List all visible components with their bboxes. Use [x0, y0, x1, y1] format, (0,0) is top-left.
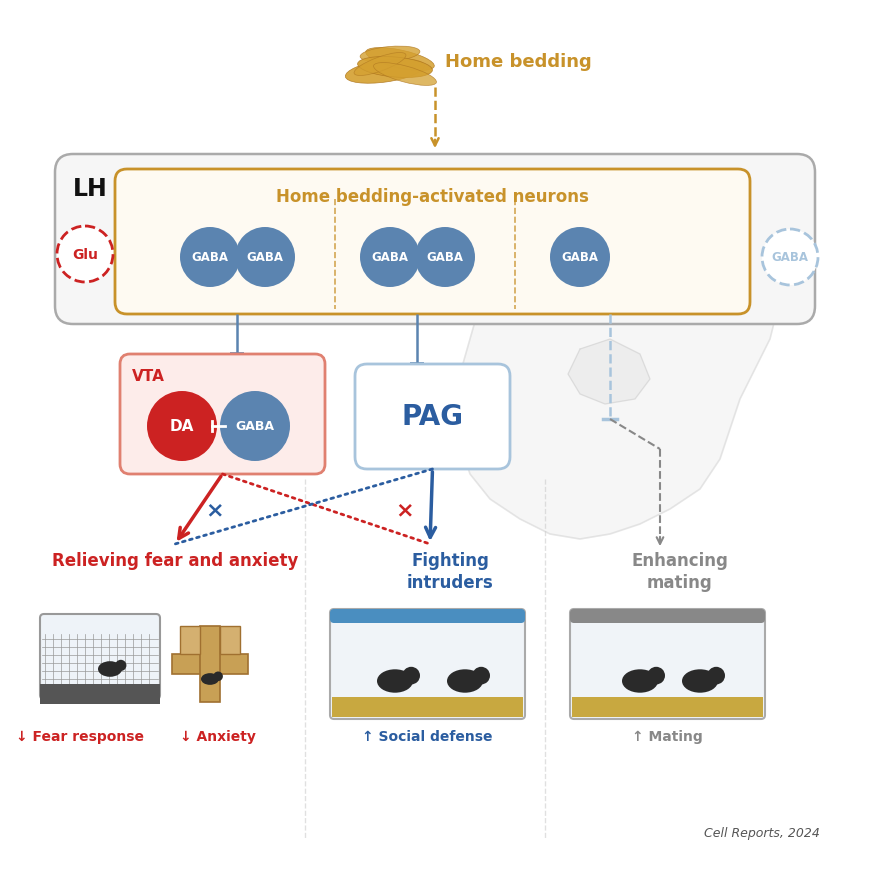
- Text: GABA: GABA: [371, 251, 408, 264]
- Circle shape: [761, 229, 817, 286]
- Text: Home bedding-activated neurons: Home bedding-activated neurons: [275, 188, 588, 206]
- FancyBboxPatch shape: [115, 169, 749, 315]
- Text: ↑ Social defense: ↑ Social defense: [362, 729, 492, 743]
- FancyBboxPatch shape: [569, 609, 764, 623]
- Circle shape: [402, 667, 420, 685]
- Text: ↑ Mating: ↑ Mating: [631, 729, 701, 743]
- Bar: [220, 627, 240, 654]
- Text: DA: DA: [169, 419, 194, 434]
- Bar: [180, 627, 200, 654]
- Circle shape: [235, 228, 295, 288]
- Circle shape: [360, 228, 420, 288]
- Text: ×: ×: [395, 500, 414, 520]
- Text: GABA: GABA: [426, 251, 463, 264]
- Bar: [332, 697, 522, 717]
- Polygon shape: [454, 182, 779, 540]
- Ellipse shape: [376, 669, 413, 693]
- FancyBboxPatch shape: [329, 609, 524, 720]
- Text: Relieving fear and anxiety: Relieving fear and anxiety: [52, 551, 298, 569]
- FancyBboxPatch shape: [569, 609, 764, 720]
- Circle shape: [647, 667, 664, 685]
- Text: VTA: VTA: [132, 368, 165, 383]
- Ellipse shape: [681, 669, 717, 693]
- Ellipse shape: [357, 57, 432, 78]
- Circle shape: [213, 672, 222, 681]
- Circle shape: [415, 228, 474, 288]
- Text: ↓ Anxiety: ↓ Anxiety: [180, 729, 255, 743]
- Text: PAG: PAG: [401, 403, 463, 431]
- Text: Fighting
intruders: Fighting intruders: [406, 551, 493, 592]
- FancyBboxPatch shape: [329, 609, 524, 623]
- Bar: [571, 697, 762, 717]
- Text: Glu: Glu: [72, 248, 98, 262]
- Ellipse shape: [360, 47, 420, 63]
- FancyBboxPatch shape: [120, 355, 325, 474]
- Circle shape: [57, 227, 113, 282]
- Bar: [200, 627, 220, 702]
- Circle shape: [180, 228, 240, 288]
- Text: Cell Reports, 2024: Cell Reports, 2024: [703, 826, 819, 839]
- Ellipse shape: [354, 54, 406, 76]
- Circle shape: [472, 667, 489, 685]
- Text: LH: LH: [73, 176, 108, 201]
- Ellipse shape: [373, 63, 436, 86]
- Ellipse shape: [201, 673, 219, 685]
- Text: GABA: GABA: [235, 420, 275, 433]
- Circle shape: [549, 228, 609, 288]
- Circle shape: [115, 660, 126, 671]
- Text: GABA: GABA: [561, 251, 598, 264]
- Ellipse shape: [345, 60, 424, 84]
- FancyBboxPatch shape: [55, 155, 814, 325]
- Text: Home bedding: Home bedding: [444, 53, 591, 71]
- Text: Enhancing
mating: Enhancing mating: [631, 551, 727, 592]
- FancyBboxPatch shape: [40, 614, 160, 700]
- Polygon shape: [540, 240, 660, 320]
- Ellipse shape: [621, 669, 657, 693]
- Circle shape: [706, 667, 724, 685]
- Ellipse shape: [98, 661, 122, 677]
- Circle shape: [147, 392, 216, 461]
- Bar: [40, 684, 160, 704]
- Bar: [172, 654, 248, 674]
- Text: GABA: GABA: [771, 251, 807, 264]
- Text: GABA: GABA: [191, 251, 229, 264]
- Text: GABA: GABA: [246, 251, 283, 264]
- Text: ×: ×: [205, 500, 224, 520]
- Polygon shape: [567, 340, 649, 405]
- Ellipse shape: [365, 49, 434, 71]
- Text: ↓ Fear response: ↓ Fear response: [16, 729, 144, 743]
- FancyBboxPatch shape: [355, 365, 509, 469]
- Ellipse shape: [447, 669, 482, 693]
- Circle shape: [220, 392, 289, 461]
